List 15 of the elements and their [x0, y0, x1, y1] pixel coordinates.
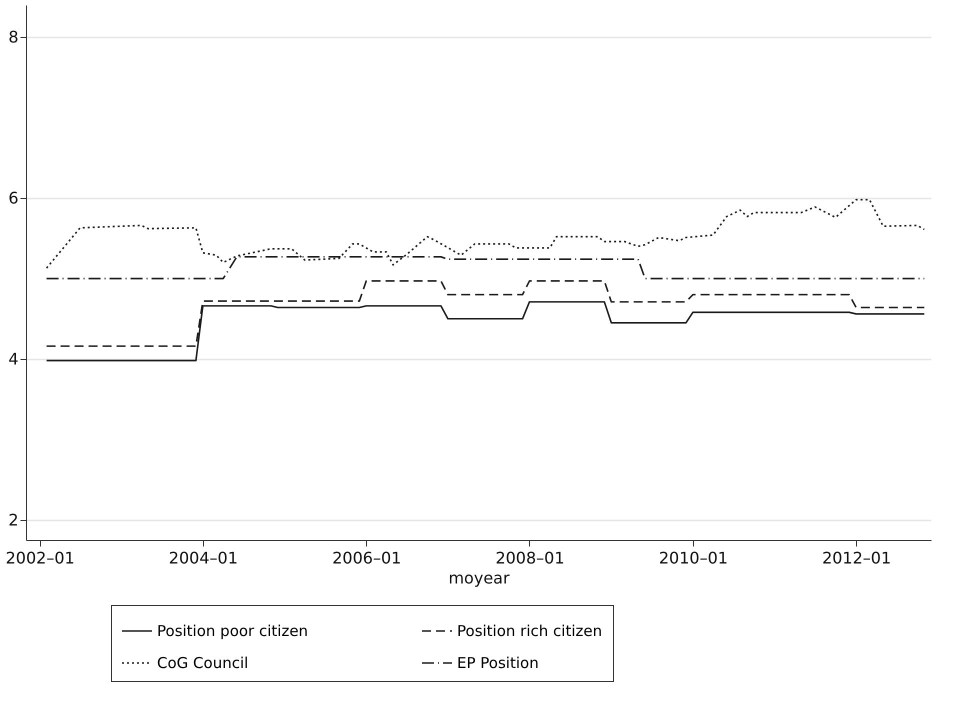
x-tick-label: 2012–01: [822, 548, 892, 568]
x-tick-label: 2002–01: [6, 548, 75, 568]
x-tick-label: 2004–01: [168, 548, 238, 568]
y-tick-label: 4: [8, 349, 18, 368]
legend-label: EP Position: [457, 654, 539, 672]
y-tick-label: 8: [8, 28, 18, 47]
x-tick-label: 2008–01: [495, 548, 565, 568]
y-tick-label: 6: [8, 188, 18, 208]
y-tick-label: 2: [8, 510, 18, 530]
legend-label: CoG Council: [157, 654, 248, 672]
x-tick-label: 2010–01: [658, 548, 728, 568]
x-tick-label: 2006–01: [332, 548, 402, 568]
legend-label: Position rich citizen: [457, 622, 602, 640]
x-axis-title: moyear: [448, 568, 510, 588]
legend-label: Position poor citizen: [157, 622, 308, 640]
